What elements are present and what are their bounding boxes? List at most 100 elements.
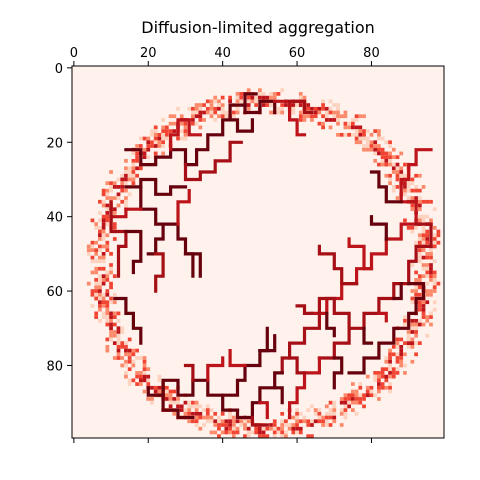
density-cell: [112, 185, 117, 189]
density-cell: [246, 434, 251, 438]
density-cell: [287, 423, 292, 427]
density-cell: [116, 356, 121, 360]
density-cell: [332, 419, 337, 424]
density-cell: [432, 285, 437, 290]
density-cell: [339, 408, 344, 412]
density-cell: [105, 304, 110, 308]
density-cell: [328, 411, 333, 416]
density-cell: [194, 419, 199, 424]
density-cell: [432, 240, 437, 245]
density-cell: [373, 159, 378, 163]
density-cell: [168, 397, 173, 401]
density-cell: [425, 237, 430, 241]
density-cell: [246, 95, 251, 100]
aggregate-branch: [243, 92, 258, 107]
density-cell: [109, 266, 113, 271]
density-cell: [213, 118, 218, 122]
density-cell: [168, 400, 173, 405]
density-cell: [421, 240, 426, 245]
density-cell: [417, 307, 422, 312]
density-cell: [417, 259, 422, 264]
density-cell: [421, 248, 426, 252]
density-cell: [399, 345, 404, 349]
density-cell: [287, 426, 292, 431]
density-cell: [336, 110, 340, 115]
density-cell: [414, 185, 418, 189]
density-cell: [429, 278, 433, 282]
density-cell: [284, 103, 288, 107]
density-cell: [194, 114, 199, 119]
density-cell: [421, 199, 426, 204]
density-cell: [98, 318, 102, 323]
density-cell: [391, 155, 396, 159]
density-cell: [336, 118, 340, 122]
density-cell: [112, 311, 117, 316]
density-cell: [417, 196, 422, 200]
density-cell: [209, 114, 214, 119]
heatmap-plot-area: [71, 65, 445, 439]
density-cell: [291, 110, 296, 115]
density-cell: [354, 129, 359, 133]
density-cell: [246, 426, 251, 431]
density-cell: [406, 225, 411, 230]
density-cell: [332, 408, 337, 412]
density-cell: [127, 382, 132, 386]
density-cell: [194, 106, 199, 111]
density-cell: [421, 225, 426, 230]
density-cell: [105, 181, 110, 186]
density-cell: [362, 147, 366, 152]
density-cell: [395, 155, 400, 159]
density-cell: [191, 118, 195, 122]
density-cell: [153, 144, 158, 148]
density-cell: [224, 110, 229, 115]
density-cell: [131, 177, 136, 182]
aggregate-branch: [109, 207, 143, 219]
density-cell: [306, 419, 311, 424]
density-cell: [261, 95, 266, 100]
density-cell: [231, 114, 236, 119]
density-cell: [332, 400, 337, 405]
density-cell: [380, 147, 385, 152]
density-cell: [403, 352, 407, 357]
density-cell: [261, 92, 266, 96]
density-cell: [362, 393, 366, 398]
density-cell: [168, 129, 173, 133]
density-cell: [258, 430, 262, 435]
density-cell: [101, 233, 106, 238]
density-cell: [276, 106, 281, 111]
density-cell: [191, 400, 195, 405]
aggregate-branch: [273, 386, 284, 405]
density-cell: [384, 374, 389, 379]
density-cell: [220, 430, 225, 435]
density-cell: [358, 136, 363, 141]
density-cell: [298, 103, 303, 107]
density-cell: [94, 259, 99, 264]
density-cell: [194, 400, 199, 405]
density-cell: [432, 281, 437, 286]
density-cell: [302, 419, 307, 424]
density-cell: [94, 311, 99, 316]
density-cell: [321, 125, 325, 130]
density-cell: [191, 114, 195, 119]
density-cell: [421, 263, 426, 267]
density-cell: [388, 371, 392, 375]
density-cell: [351, 400, 355, 405]
density-cell: [417, 248, 422, 252]
density-cell: [105, 278, 110, 282]
density-cell: [120, 356, 125, 360]
density-cell: [101, 259, 106, 264]
density-cell: [324, 118, 329, 122]
density-cell: [153, 129, 158, 133]
density-cell: [328, 400, 333, 405]
density-cell: [302, 118, 307, 122]
density-cell: [228, 99, 232, 104]
density-cell: [131, 181, 136, 186]
density-cell: [198, 411, 203, 416]
aggregate-branch: [288, 356, 321, 420]
density-cell: [254, 95, 258, 100]
density-cell: [373, 393, 378, 398]
density-cell: [94, 240, 99, 245]
density-cell: [384, 162, 389, 167]
density-cell: [124, 170, 128, 174]
